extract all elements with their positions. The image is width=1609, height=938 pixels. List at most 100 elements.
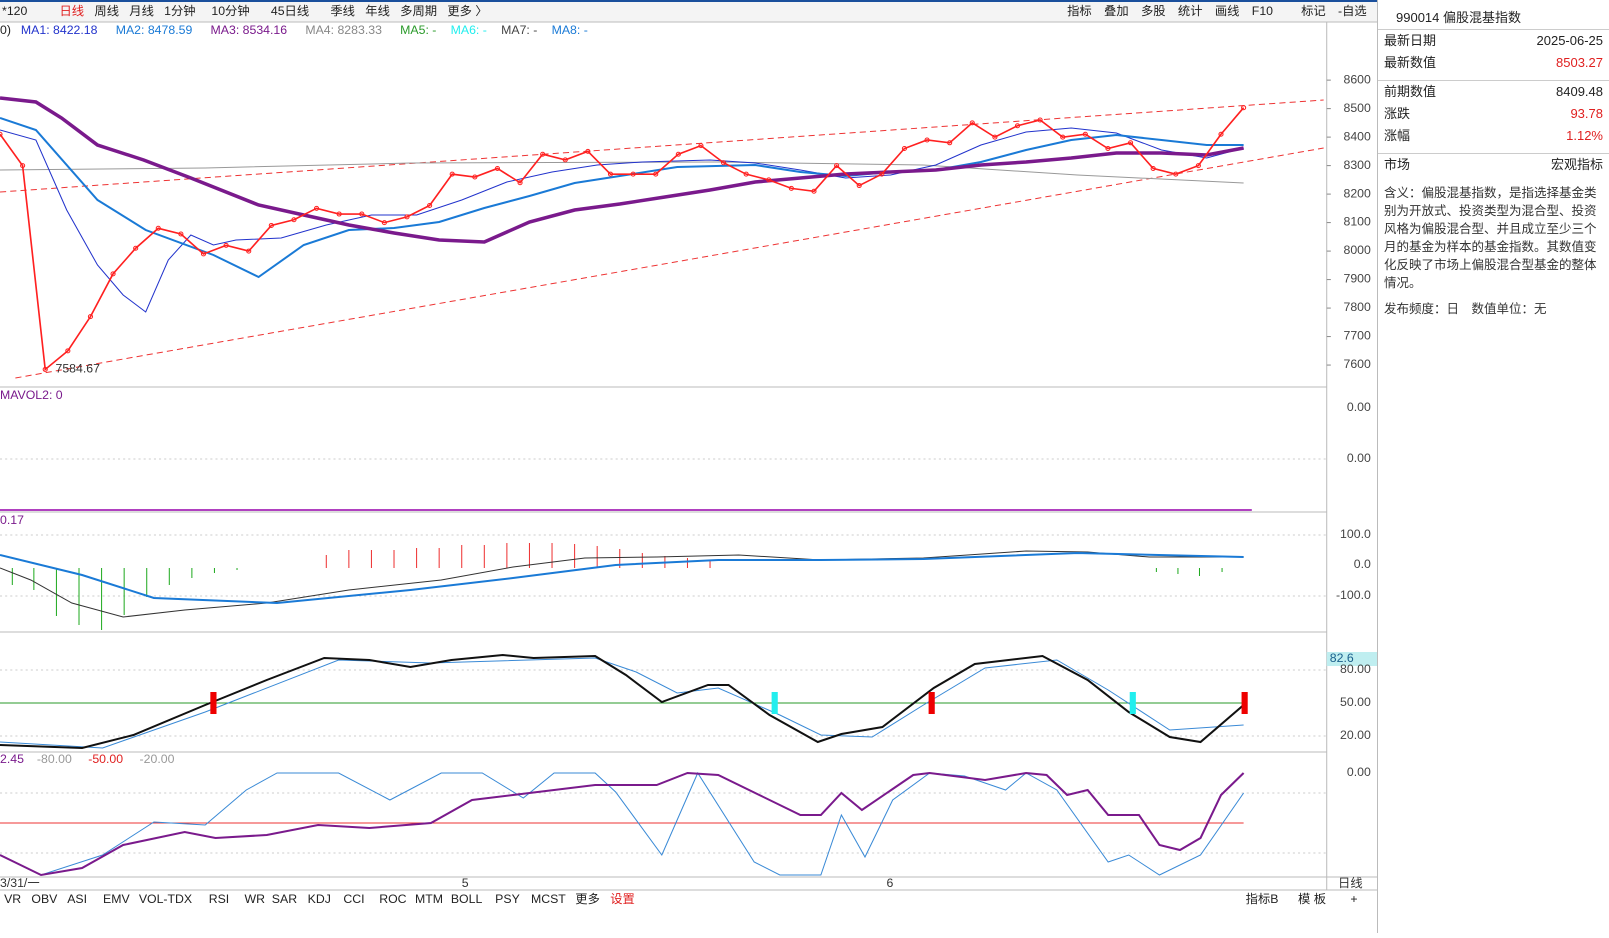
bottom-tab[interactable]: WR bbox=[245, 892, 266, 906]
bottom-tab[interactable]: 更多 bbox=[575, 892, 600, 906]
price-point bbox=[133, 245, 139, 251]
axis-label: 0.00 bbox=[1347, 765, 1371, 779]
toolbar-tab[interactable]: 季线 bbox=[330, 4, 355, 18]
y-tick-label: 8200 bbox=[1343, 186, 1371, 200]
bottom-tab[interactable]: VR bbox=[4, 892, 21, 906]
info-key: 涨跌 bbox=[1384, 106, 1411, 121]
description: 含义：偏股混基指数，是指选择基金类别为开放式、投资类型为混合型、投资风格为偏股混… bbox=[1384, 186, 1597, 290]
price-point bbox=[517, 180, 523, 186]
toolbar-button[interactable]: 画线 bbox=[1215, 4, 1240, 18]
bottom-tab[interactable]: MCST bbox=[531, 892, 566, 906]
price-point bbox=[630, 171, 636, 177]
axis-label: 50.00 bbox=[1340, 695, 1371, 709]
price-point bbox=[1195, 163, 1201, 169]
sub-grid bbox=[0, 458, 1327, 854]
price-point bbox=[1060, 134, 1066, 140]
y-tick-label: 7600 bbox=[1343, 357, 1371, 371]
toolbar-tab[interactable]: 日线 bbox=[60, 4, 85, 18]
indicator-lines bbox=[0, 96, 1324, 877]
toolbar-tab[interactable]: 10分钟 bbox=[211, 3, 249, 18]
y-tick-label: 8300 bbox=[1343, 158, 1371, 172]
price-point bbox=[879, 171, 885, 177]
price-point bbox=[200, 251, 207, 257]
toolbar-button[interactable]: 指标 bbox=[1067, 3, 1092, 18]
price-point bbox=[540, 151, 546, 157]
price-point bbox=[788, 185, 794, 191]
toolbar-tab[interactable]: 年线 bbox=[365, 4, 390, 18]
info-value: 宏观指标 bbox=[1550, 157, 1603, 172]
info-value: 93.78 bbox=[1570, 106, 1603, 121]
price-point bbox=[359, 211, 365, 217]
bottom-tab[interactable]: CCI bbox=[343, 892, 364, 906]
bottom-tab[interactable]: BOLL bbox=[451, 892, 483, 906]
toolbar-tab[interactable]: 更多 〉 bbox=[447, 4, 487, 18]
info-panel: 990014 偏股混基指数 最新日期 2025-06-25 最新数值 8503.27 前… bbox=[1377, 0, 1609, 933]
bottom-tab[interactable]: ROC bbox=[379, 892, 407, 906]
toolbar-tab[interactable]: 月线 bbox=[129, 4, 154, 18]
toolbar-button[interactable]: -自选 bbox=[1338, 4, 1367, 18]
price-point bbox=[675, 151, 681, 157]
toolbar-tab[interactable]: 45日线 bbox=[271, 4, 309, 18]
y-tick-label: 7700 bbox=[1343, 329, 1371, 343]
vol-label: MAVOL2: 0 bbox=[0, 388, 63, 402]
axis-label: 0.00 bbox=[1347, 400, 1371, 414]
info-key: 最新数值 bbox=[1384, 55, 1437, 70]
toolbar-button[interactable]: 叠加 bbox=[1104, 4, 1129, 18]
price-point bbox=[336, 211, 342, 217]
bottom-tab[interactable]: 设置 bbox=[610, 892, 635, 906]
axis-label: -100.0 bbox=[1336, 588, 1371, 602]
price-point bbox=[0, 131, 3, 137]
bottom-tab[interactable]: MTM bbox=[415, 892, 443, 906]
price-point bbox=[427, 202, 433, 208]
toolbar-tab[interactable]: 多周期 bbox=[400, 4, 437, 18]
bottom-tab[interactable]: + bbox=[1350, 892, 1357, 906]
ma-label: MA3: 8534.16 bbox=[211, 23, 288, 37]
bottom-tab[interactable]: 模 板 bbox=[1298, 892, 1326, 906]
price-point bbox=[992, 134, 998, 140]
toolbar-button[interactable]: 统计 bbox=[1178, 4, 1203, 18]
info-row: 最新数值 8503.27 bbox=[1378, 52, 1609, 74]
bottom-tab[interactable]: PSY bbox=[495, 892, 520, 906]
price-point bbox=[585, 148, 591, 154]
price-point bbox=[223, 242, 229, 248]
bottom-tab[interactable]: RSI bbox=[209, 892, 230, 906]
bottom-tab[interactable]: VOL-TDX bbox=[139, 892, 192, 906]
price-point bbox=[1105, 146, 1111, 152]
toolbar-button[interactable]: F10 bbox=[1252, 4, 1273, 18]
price-point bbox=[42, 366, 48, 372]
price-point bbox=[562, 157, 568, 163]
bottom-tab[interactable]: EMV bbox=[103, 892, 131, 906]
toolbar-button[interactable]: 标记 bbox=[1301, 4, 1326, 18]
toolbar-tab[interactable]: 1分钟 bbox=[164, 3, 195, 18]
wr-label: -50.00 bbox=[88, 752, 123, 766]
price-point bbox=[246, 248, 252, 254]
price-point bbox=[20, 163, 26, 169]
bottom-tab[interactable]: ASI bbox=[67, 892, 87, 906]
price-point bbox=[947, 140, 953, 146]
bottom-tab[interactable]: OBV bbox=[31, 892, 58, 906]
info-row: 市场 宏观指标 bbox=[1378, 153, 1609, 176]
info-value: 1.12% bbox=[1566, 128, 1603, 143]
ma-label: MA1: 8422.18 bbox=[21, 23, 98, 37]
price-point bbox=[698, 143, 704, 149]
bottom-tab[interactable]: KDJ bbox=[308, 892, 331, 906]
toolbar-button[interactable]: 多股 bbox=[1141, 4, 1166, 18]
toolbar-tab[interactable]: *120 bbox=[2, 4, 28, 18]
wr-label: -20.00 bbox=[140, 752, 175, 766]
price-point bbox=[743, 171, 749, 177]
bottom-tab[interactable]: 指标B bbox=[1246, 891, 1279, 906]
toolbar-tab[interactable]: 周线 bbox=[94, 4, 119, 18]
price-point bbox=[313, 205, 320, 211]
ma-label: MA2: 8478.59 bbox=[116, 23, 193, 37]
y-tick-label: 8000 bbox=[1343, 243, 1371, 257]
price-point bbox=[291, 217, 297, 223]
price-point bbox=[766, 177, 772, 183]
price-point bbox=[1150, 165, 1156, 171]
y-tick-label: 7800 bbox=[1343, 300, 1371, 314]
y-tick-label: 8500 bbox=[1343, 101, 1371, 115]
bottom-tab[interactable]: SAR bbox=[272, 892, 298, 906]
price-point bbox=[969, 120, 975, 126]
price-point bbox=[381, 220, 387, 226]
footer: 发布频度：日 数值单位：无 bbox=[1384, 302, 1547, 316]
price-point bbox=[1037, 117, 1043, 123]
